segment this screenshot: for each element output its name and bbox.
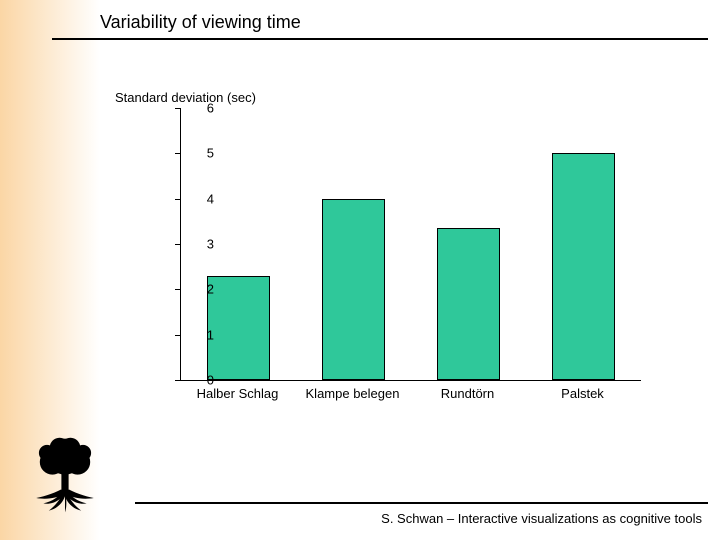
tree-logo-icon bbox=[20, 426, 110, 516]
plot-area bbox=[180, 108, 641, 381]
y-tick-mark bbox=[175, 335, 180, 336]
bar bbox=[437, 228, 500, 380]
y-tick-mark bbox=[175, 380, 180, 381]
footer-divider bbox=[135, 502, 708, 504]
x-tick-label: Rundtörn bbox=[441, 386, 494, 401]
slide: Variability of viewing time Standard dev… bbox=[0, 0, 720, 540]
x-tick-label: Klampe belegen bbox=[306, 386, 400, 401]
page-title: Variability of viewing time bbox=[100, 12, 301, 33]
y-tick-label: 3 bbox=[184, 237, 214, 252]
bar bbox=[322, 199, 385, 380]
footer-text: S. Schwan – Interactive visualizations a… bbox=[381, 511, 702, 526]
y-tick-label: 4 bbox=[184, 191, 214, 206]
y-tick-label: 2 bbox=[184, 282, 214, 297]
y-tick-mark bbox=[175, 244, 180, 245]
x-tick-label: Halber Schlag bbox=[197, 386, 279, 401]
x-tick-label: Palstek bbox=[561, 386, 604, 401]
y-tick-label: 6 bbox=[184, 101, 214, 116]
y-tick-label: 1 bbox=[184, 327, 214, 342]
y-tick-mark bbox=[175, 289, 180, 290]
y-tick-mark bbox=[175, 108, 180, 109]
y-tick-mark bbox=[175, 199, 180, 200]
y-tick-label: 5 bbox=[184, 146, 214, 161]
y-tick-mark bbox=[175, 153, 180, 154]
title-divider bbox=[52, 38, 708, 40]
bar bbox=[552, 153, 615, 380]
bar bbox=[207, 276, 270, 380]
bar-chart: 0123456Halber SchlagKlampe belegenRundtö… bbox=[140, 108, 640, 408]
